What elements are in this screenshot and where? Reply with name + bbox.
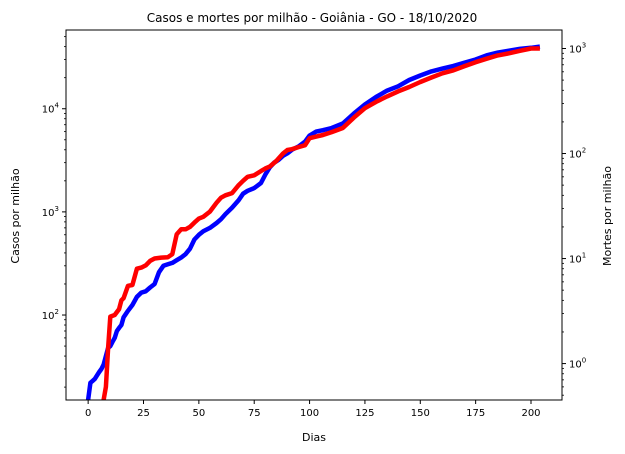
- x-axis-label: Dias: [302, 431, 326, 444]
- x-tick-label: 0: [85, 408, 91, 419]
- chart-title: Casos e mortes por milhão - Goiânia - GO…: [147, 11, 477, 25]
- right-y-tick-label: 101: [569, 252, 586, 266]
- plot-frame: [65, 29, 563, 401]
- x-tick-label: 50: [192, 408, 205, 419]
- x-axis: 0 25 50 75 100 125 150 175 200: [85, 400, 541, 419]
- deaths-series-line: [101, 46, 540, 400]
- x-tick-label: 200: [521, 408, 540, 419]
- right-y-tick-label: 100: [569, 357, 586, 371]
- left-y-tick-label: 103: [42, 205, 59, 219]
- right-y-tick-label: 102: [569, 147, 586, 161]
- left-y-tick-label: 104: [42, 102, 60, 116]
- x-tick-label: 100: [300, 408, 319, 419]
- right-y-axis: 100 101 102 103: [562, 41, 586, 396]
- x-tick-label: 75: [248, 408, 261, 419]
- left-y-tick-label: 102: [42, 308, 59, 322]
- right-y-axis-label: Mortes por milhão: [601, 166, 614, 266]
- x-tick-label: 25: [137, 408, 150, 419]
- right-y-tick-label: 103: [569, 41, 586, 55]
- x-tick-label: 150: [411, 408, 430, 419]
- left-y-axis: 102 103 104: [42, 36, 66, 388]
- series-layer: [85, 44, 541, 400]
- x-tick-label: 175: [466, 408, 485, 419]
- cases-series-line: [85, 44, 541, 400]
- x-tick-label: 125: [355, 408, 374, 419]
- left-y-axis-label: Casos por milhão: [9, 168, 22, 263]
